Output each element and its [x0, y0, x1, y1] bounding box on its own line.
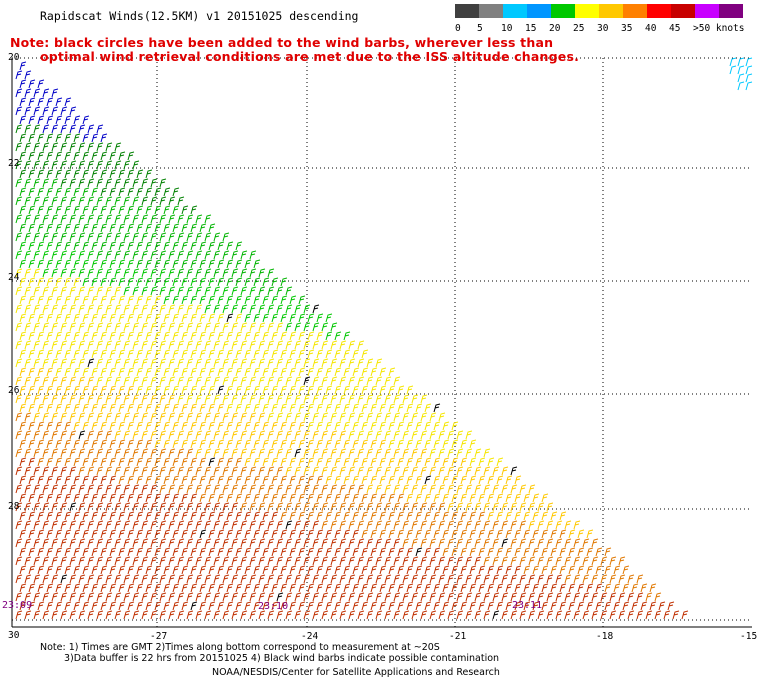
lon-label-27: -27: [150, 631, 168, 642]
legend-label: 0: [455, 23, 461, 34]
legend-swatch: [695, 4, 719, 18]
legend-swatch: [527, 4, 551, 18]
lon-label-21: -21: [449, 631, 467, 642]
legend-label: 5: [477, 23, 483, 34]
lon-label-15: -15: [740, 631, 758, 642]
legend-swatch: [719, 4, 743, 18]
notice-line-1: Note: black circles have been added to t…: [10, 35, 554, 50]
notice-line-2: optimal wind retrieval conditions are me…: [40, 49, 580, 64]
legend-swatch: [455, 4, 479, 18]
lat-label-30: 30: [8, 630, 20, 641]
lat-label-26: 26: [8, 385, 20, 396]
footer-note-1: Note: 1) Times are GMT 2)Times along bot…: [40, 642, 440, 653]
lat-label-20: 20: [8, 52, 20, 63]
legend-swatch: [503, 4, 527, 18]
map-title: Rapidscat Winds(12.5KM) v1 20151025 desc…: [40, 9, 359, 23]
lat-label-22: 22: [8, 158, 20, 169]
wind-barbs: [15, 57, 753, 620]
time-label-3: 23:11: [512, 600, 543, 611]
legend-label: 25: [573, 23, 585, 34]
legend-swatch: [479, 4, 503, 18]
legend-swatch: [551, 4, 575, 18]
lon-label-18: -18: [596, 631, 614, 642]
lat-label-24: 24: [8, 272, 20, 283]
footer-note-2: 3)Data buffer is 22 hrs from 20151025 4)…: [64, 653, 500, 664]
legend-label: 35: [621, 23, 633, 34]
lat-label-28: 28: [8, 501, 20, 512]
legend-label: 10: [501, 23, 513, 34]
footer-credit: NOAA/NESDIS/Center for Satellite Applica…: [212, 667, 500, 678]
legend-label: 30: [597, 23, 609, 34]
legend-swatch: [599, 4, 623, 18]
lon-label-24: -24: [301, 631, 319, 642]
legend-label: 20: [549, 23, 561, 34]
legend-label: 45: [669, 23, 681, 34]
time-label-2: 23:10: [258, 601, 289, 612]
lat-lon-grid: [12, 57, 752, 627]
legend-label: >50 knots: [693, 23, 745, 34]
legend-swatch: [623, 4, 647, 18]
legend-label: 40: [645, 23, 657, 34]
legend-label: 15: [525, 23, 537, 34]
legend-swatch: [647, 4, 671, 18]
legend-swatch: [575, 4, 599, 18]
legend-swatch: [671, 4, 695, 18]
time-label-1: 23:09: [2, 600, 33, 611]
